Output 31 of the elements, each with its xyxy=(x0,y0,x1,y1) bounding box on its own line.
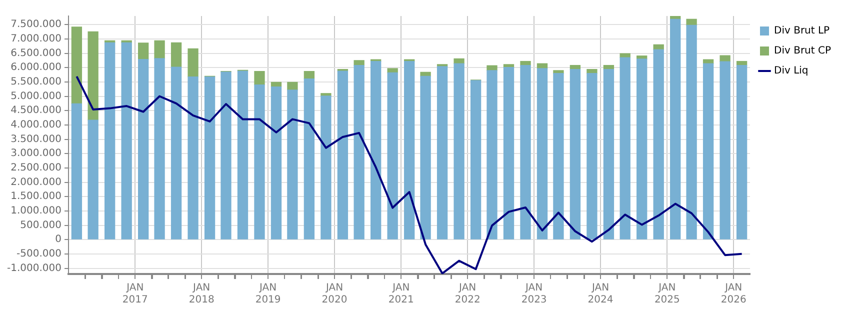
y-tick-label: 6.000.000 xyxy=(10,62,62,74)
legend-label: Div Liq xyxy=(774,66,808,77)
x-tick-label: JAN 2026 xyxy=(720,282,746,306)
legend-label: Div Brut CP xyxy=(774,46,832,57)
y-tick-label: 4.000.000 xyxy=(10,120,62,131)
y-tick-label: -1.000.000 xyxy=(6,262,62,274)
y-tick-label: 7.000.000 xyxy=(10,34,62,45)
x-tick-label: JAN 2022 xyxy=(454,282,480,306)
y-tick-label: 4.500.000 xyxy=(10,105,62,116)
y-tick-label: 2.500.000 xyxy=(10,162,62,174)
y-tick-label: 5.500.000 xyxy=(10,76,62,88)
legend-label: Div Brut LP xyxy=(774,26,830,37)
y-tick-label: 500.000 xyxy=(20,220,62,231)
y-tick-label: 2.000.000 xyxy=(10,176,62,188)
y-tick-label: 1.500.000 xyxy=(10,191,62,202)
x-tick-label: JAN 2021 xyxy=(388,282,414,306)
x-tick-label: JAN 2019 xyxy=(255,282,281,306)
y-tick-label: 0 xyxy=(55,234,62,246)
y-tick-label: 3.000.000 xyxy=(10,148,62,160)
y-tick-label: -500.000 xyxy=(16,248,62,260)
y-tick-label: 5.000.000 xyxy=(10,90,62,102)
x-tick-label: JAN 2018 xyxy=(188,282,214,306)
y-tick-label: 6.500.000 xyxy=(10,48,62,59)
y-tick-label: 1.000.000 xyxy=(10,206,62,217)
x-tick-label: JAN 2020 xyxy=(322,282,348,306)
x-tick-label: JAN 2017 xyxy=(122,282,148,306)
x-tick-label: JAN 2024 xyxy=(588,282,614,306)
x-tick-label: JAN 2025 xyxy=(654,282,680,306)
x-tick-label: JAN 2023 xyxy=(521,282,547,306)
y-tick-label: 3.500.000 xyxy=(10,134,62,145)
y-tick-label: 7.500.000 xyxy=(10,19,62,30)
